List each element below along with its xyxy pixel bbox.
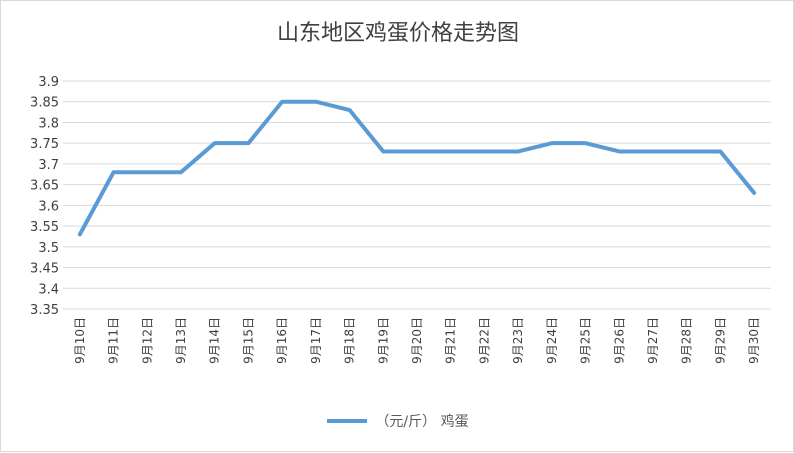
y-tick-label: 3.65 [30,179,59,194]
series-line [77,99,757,237]
gridlines [63,80,771,310]
x-tick-label: 9月18日 [343,317,357,364]
x-tick-label: 9月30日 [747,317,761,364]
y-tick-label: 3.6 [38,199,59,214]
x-tick-label: 9月26日 [612,317,626,364]
x-tick-label: 9月20日 [410,317,424,364]
y-tick-label: 3.4 [38,282,59,297]
y-tick-label: 3.5 [38,241,59,256]
legend: （元/斤） 鸡蛋 [1,411,794,431]
x-tick-label: 9月23日 [511,317,525,364]
y-tick-label: 3.55 [30,220,59,235]
x-tick-label: 9月17日 [309,317,323,364]
y-tick-label: 3.7 [38,158,59,173]
x-tick-label: 9月14日 [208,317,222,364]
y-tick-label: 3.8 [38,116,59,131]
y-tick-label: 3.35 [30,303,59,318]
y-tick-label: 3.85 [30,96,59,111]
x-tick-label: 9月10日 [73,317,87,364]
series-layer [77,99,757,237]
x-tick-label: 9月29日 [713,317,727,364]
x-tick-label: 9月15日 [241,317,255,364]
x-tick-label: 9月11日 [107,317,121,364]
legend-swatch [327,419,368,423]
x-axis-ticks: 9月10日 9月11日 9月12日 9月13日 9月14日 9月15日 9月16日 9月17日… [73,317,761,364]
x-tick-label: 9月21日 [444,317,458,364]
y-tick-label: 3.75 [30,137,59,152]
x-tick-label: 9月22日 [477,317,491,364]
x-tick-label: 9月28日 [680,317,694,364]
x-tick-label: 9月19日 [376,317,390,364]
x-tick-label: 9月16日 [275,317,289,364]
y-tick-label: 3.45 [30,262,59,277]
x-tick-label: 9月24日 [545,317,559,364]
y-axis-ticks: 3.35 3.4 3.45 3.5 3.55 3.6 3.65 3.7 3.75 3.8 3.85 3… [30,75,59,318]
x-tick-label: 9月25日 [579,317,593,364]
x-tick-label: 9月13日 [174,317,188,364]
chart-title: 山东地区鸡蛋价格走势图 [276,21,519,46]
x-tick-label: 9月27日 [646,317,660,364]
y-tick-label: 3.9 [38,75,59,90]
x-tick-label: 9月12日 [140,317,154,364]
legend-label: （元/斤） 鸡蛋 [375,414,469,430]
